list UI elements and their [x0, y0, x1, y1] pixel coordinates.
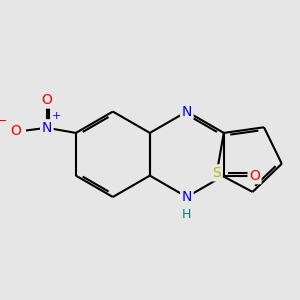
Text: N: N [182, 105, 192, 118]
Text: H: H [182, 208, 191, 221]
Text: S: S [212, 166, 221, 180]
Text: −: − [0, 115, 8, 128]
Text: +: + [52, 111, 61, 121]
Text: O: O [41, 93, 52, 107]
Text: O: O [10, 124, 21, 138]
Text: O: O [249, 169, 260, 183]
Text: N: N [42, 121, 52, 135]
Text: N: N [182, 190, 192, 204]
